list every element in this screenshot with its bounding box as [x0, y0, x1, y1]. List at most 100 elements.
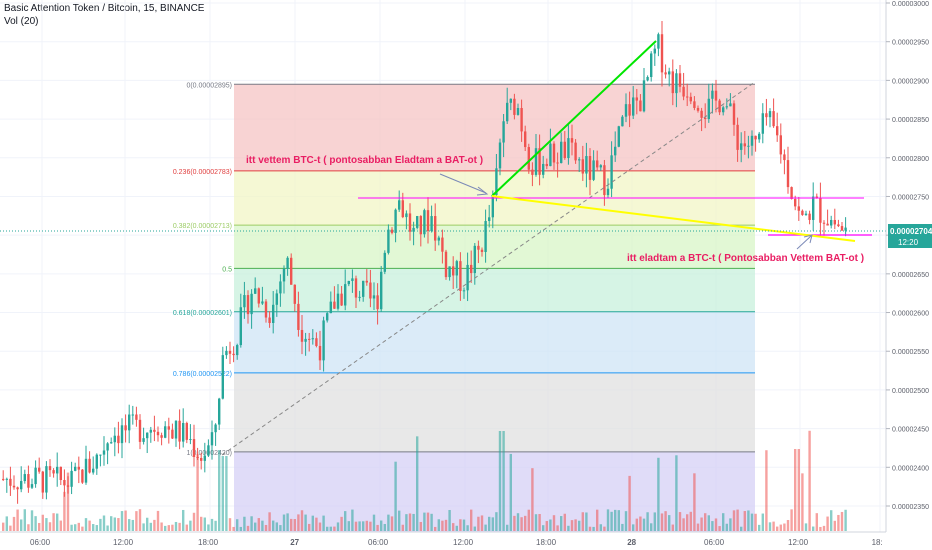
volume-bar — [423, 512, 426, 531]
volume-bar — [657, 457, 660, 531]
price-tick-label: 0.00002750 — [892, 194, 929, 201]
volume-bar — [653, 512, 656, 531]
candle-body — [192, 439, 196, 457]
candle-body — [239, 307, 242, 346]
volume-bar — [567, 525, 570, 531]
drawings: itt vettem BTC-t ( pontosabban Eladtam a… — [0, 40, 886, 456]
volume-bar — [462, 519, 466, 531]
candle-body — [106, 443, 109, 451]
volume-bar — [718, 526, 721, 531]
volume-bar — [815, 513, 818, 531]
candle-body — [164, 426, 167, 438]
volume-bar — [318, 522, 322, 531]
volume-bar — [174, 521, 178, 531]
candle-body — [290, 257, 293, 285]
candle-body — [574, 142, 577, 161]
candle-body — [257, 288, 260, 304]
candle-body — [531, 169, 534, 175]
time-tick-label: 06:00 — [30, 538, 51, 547]
sell-arrow-head — [803, 234, 813, 244]
candle-body — [524, 131, 527, 148]
volume-bar — [786, 520, 790, 531]
current-price-badge-bg — [888, 224, 932, 248]
volume-bar — [768, 522, 772, 531]
candle-body — [610, 155, 613, 189]
candle-body — [477, 245, 480, 250]
candlesticks — [2, 20, 847, 504]
candle-body — [581, 159, 584, 174]
volume-bar — [308, 523, 311, 531]
volume-bar — [405, 514, 408, 531]
candle-body — [178, 420, 181, 442]
candle-body — [34, 467, 37, 485]
candle-body — [246, 295, 250, 315]
volume-bar — [830, 510, 833, 531]
price-tick-label: 0.00002450 — [892, 427, 929, 434]
candle-body — [621, 116, 624, 127]
candle-body — [747, 145, 750, 147]
candle-body — [434, 216, 437, 241]
volume-bar — [293, 519, 296, 531]
candle-body — [725, 106, 728, 108]
volume-bar — [146, 517, 149, 531]
candle-body — [218, 398, 221, 425]
candle-body — [790, 187, 793, 199]
volume-bar — [149, 522, 152, 531]
candle-body — [786, 160, 790, 188]
candle-body — [272, 304, 275, 324]
volume-bar — [218, 450, 221, 531]
candle-body — [401, 200, 404, 218]
volume-bar — [441, 520, 444, 531]
volume-bar — [459, 519, 462, 531]
candle-body — [808, 213, 811, 220]
candle-body — [171, 429, 174, 439]
candle-body — [502, 121, 505, 143]
candle-body — [513, 98, 516, 115]
candle-body — [398, 200, 401, 210]
volume-bar — [282, 514, 286, 531]
buy-annotation: itt vettem BTC-t ( pontosabban Eladtam a… — [246, 155, 483, 166]
volume-bar — [74, 524, 77, 531]
candle-body — [642, 80, 646, 112]
volume-bar — [700, 517, 703, 531]
candle-body — [138, 419, 142, 442]
volume-bar — [747, 510, 750, 531]
candle-body — [59, 466, 62, 481]
volume-bar — [826, 516, 829, 531]
volume-bar — [722, 513, 725, 531]
fib-label-0.5: 0.5 — [222, 266, 232, 273]
time-tick-label: 28 — [627, 538, 636, 547]
candle-body — [538, 148, 541, 175]
volume-bar — [20, 519, 23, 531]
volume-bar — [779, 524, 782, 531]
sell-arrow — [796, 235, 812, 250]
volume-bar — [81, 526, 84, 531]
volume-bar — [642, 518, 646, 531]
candle-body — [606, 188, 610, 196]
volume-bar — [268, 512, 271, 531]
candle-body — [462, 290, 466, 292]
volume-bar — [693, 473, 696, 531]
volume-bar — [304, 514, 307, 531]
volume-bar — [228, 518, 232, 531]
volume-bar — [599, 524, 602, 531]
volume-bar — [574, 519, 577, 531]
price-tick-label: 0.00002600 — [892, 311, 929, 318]
candle-body — [804, 213, 808, 215]
candle-body — [99, 454, 102, 456]
price-axis-bg — [886, 0, 932, 550]
candle-body — [153, 429, 156, 432]
volume-bar — [196, 453, 199, 531]
volume-bar — [437, 519, 440, 531]
volume-bar — [56, 513, 59, 531]
volume-bar — [635, 518, 638, 531]
volume-bar — [686, 514, 689, 531]
volume-bar — [513, 515, 516, 531]
candle-body — [30, 484, 34, 488]
candle-body — [2, 478, 5, 480]
volume-bar — [502, 431, 505, 531]
candle-body — [142, 438, 145, 442]
candle-body — [304, 338, 307, 342]
volume-bar — [837, 514, 840, 531]
